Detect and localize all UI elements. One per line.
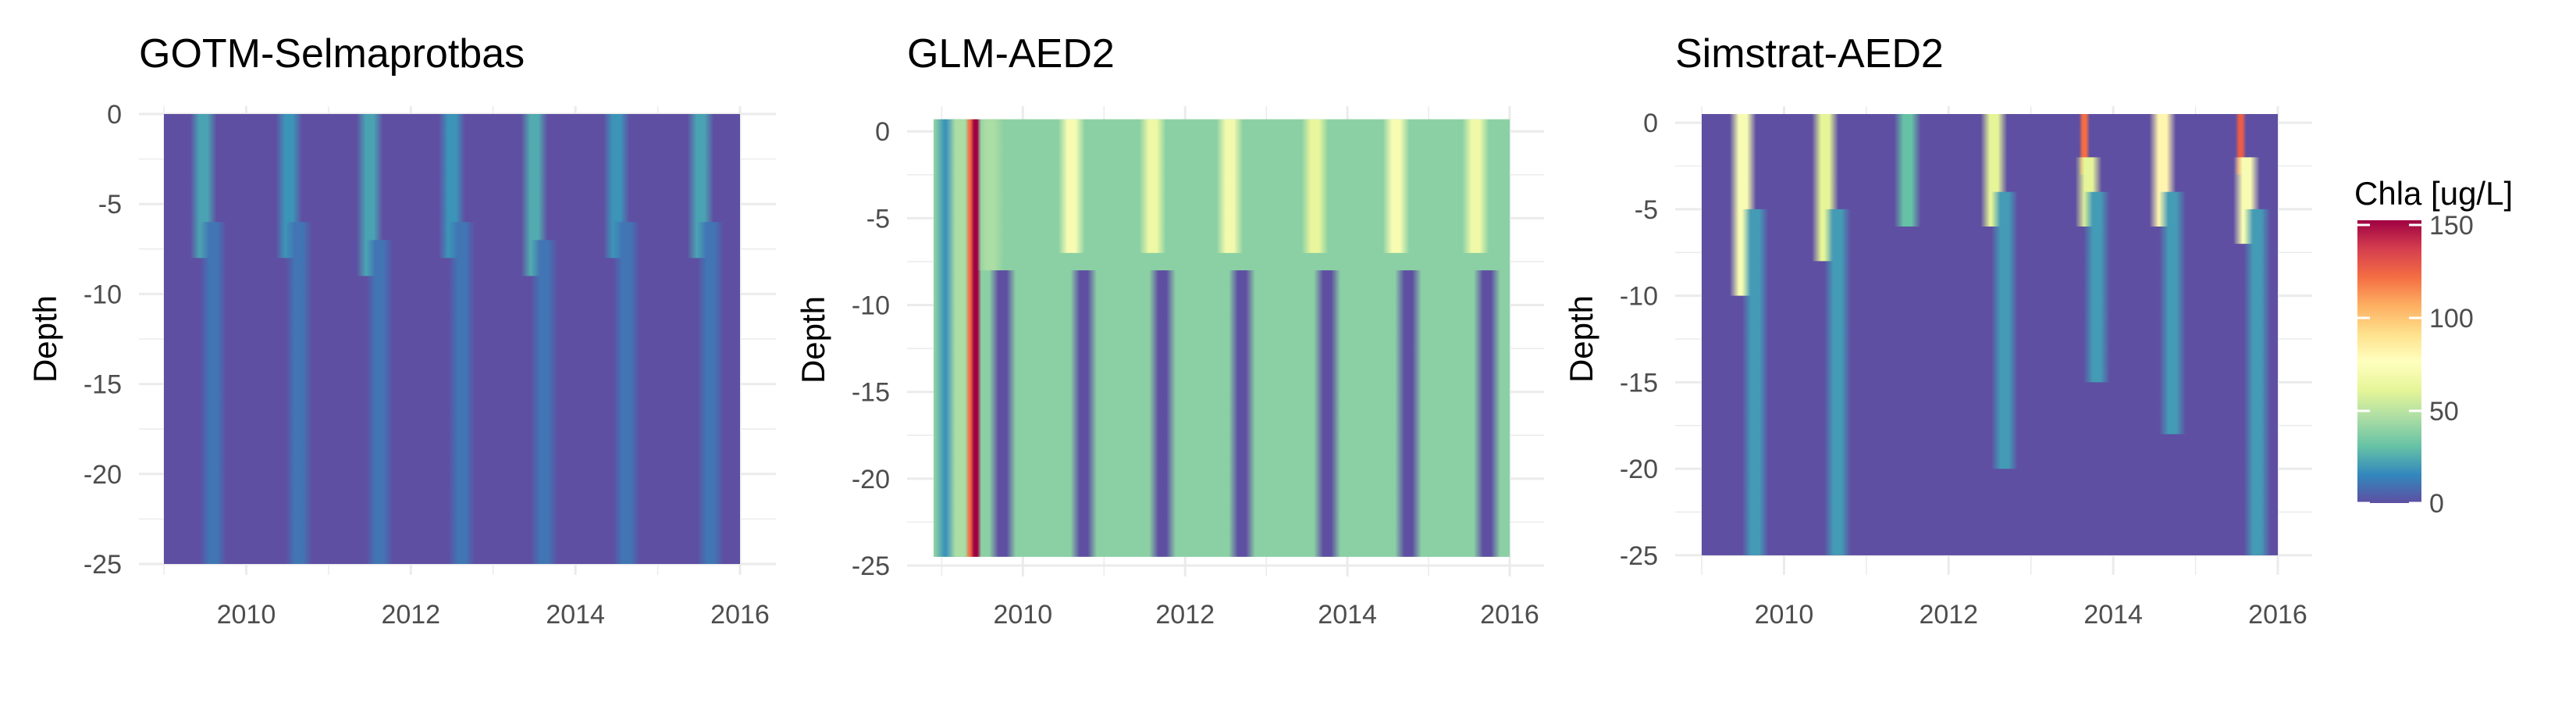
heatmap-columns <box>190 114 724 564</box>
heatmap-columns <box>1729 114 2271 555</box>
heatmap-cell <box>1301 119 1329 253</box>
y-tick-label: -10 <box>84 280 122 309</box>
heatmap-cell <box>1382 119 1410 253</box>
panel-title: Simstrat-AED2 <box>1675 31 1944 77</box>
heatmap <box>934 119 1510 557</box>
x-tick-label: 2014 <box>1318 600 1377 630</box>
x-tick-label: 2010 <box>994 600 1053 630</box>
y-tick-label: -20 <box>84 460 122 490</box>
x-tick-label: 2010 <box>1755 600 1814 630</box>
heatmap-cell <box>2243 209 2271 555</box>
x-tick-label: 2014 <box>2083 600 2143 630</box>
legend-label-50: 50 <box>2429 397 2459 426</box>
heatmap-cell <box>2083 191 2111 383</box>
heatmap-cell <box>1473 270 1500 557</box>
y-tick-label: 0 <box>875 117 890 147</box>
x-tick-label: 2012 <box>1155 600 1215 630</box>
heatmap-cell <box>200 222 227 564</box>
legend: Chla [ug/L] 150 100 50 0 <box>2354 175 2513 519</box>
heatmap-cell <box>1742 209 1769 555</box>
legend-title: Chla [ug/L] <box>2354 175 2513 212</box>
y-tick-label: -5 <box>866 204 890 234</box>
heatmap-cell <box>1894 114 1921 227</box>
y-tick-label: -25 <box>1620 541 1658 571</box>
panel-2: GLM-AED2 0 -5 -10 -15 -20 -25 2010 2012 2014 2016 D… <box>795 31 1544 630</box>
heatmap-cell <box>448 222 475 564</box>
heatmap <box>164 114 740 564</box>
heatmap-cell <box>1462 119 1489 253</box>
y-tick-label: -20 <box>1620 455 1658 484</box>
heatmap-cell <box>977 119 1004 271</box>
heatmap-cell <box>1139 119 1166 253</box>
heatmap-cell <box>531 240 558 564</box>
x-tick-label: 2016 <box>1480 600 1539 630</box>
heatmap-columns <box>934 119 1500 557</box>
y-axis-label: Depth <box>795 296 831 384</box>
heatmap-cell <box>1216 119 1244 253</box>
y-tick-label: -10 <box>1620 282 1658 312</box>
y-axis-label: Depth <box>27 295 63 383</box>
panel-1: GOTM-Selmaprotbas 0 -5 -10 -15 -20 -25 2010 2012… <box>27 31 776 630</box>
heatmap-cell <box>366 240 393 564</box>
y-tick-label: -15 <box>84 370 122 400</box>
y-tick-label: 0 <box>107 100 122 130</box>
y-tick-label: -10 <box>852 291 890 321</box>
heatmap-cell <box>1070 270 1098 557</box>
y-tick-label: -15 <box>1620 368 1658 398</box>
panel-title: GOTM-Selmaprotbas <box>139 31 525 77</box>
x-tick-label: 2012 <box>1919 600 1978 630</box>
y-tick-label: -20 <box>852 465 890 494</box>
heatmap-cell <box>697 222 724 564</box>
panel-title: GLM-AED2 <box>907 31 1115 77</box>
heatmap-cell <box>2159 191 2186 434</box>
y-axis-label: Depth <box>1563 295 1599 383</box>
heatmap-cell <box>989 270 1016 557</box>
heatmap <box>1702 114 2278 555</box>
heatmap-cell <box>613 222 640 564</box>
x-tick-label: 2016 <box>710 600 770 630</box>
heatmap-cell <box>285 222 312 564</box>
y-tick-label: -5 <box>98 190 122 219</box>
legend-colorbar <box>2357 220 2421 503</box>
x-tick-label: 2010 <box>217 600 276 630</box>
heatmap-cell <box>1991 191 2018 469</box>
y-tick-label: -25 <box>84 550 122 580</box>
x-tick-label: 2016 <box>2248 600 2307 630</box>
legend-label-150: 150 <box>2429 211 2474 241</box>
legend-label-100: 100 <box>2429 304 2474 334</box>
heatmap-cell <box>1823 209 1851 555</box>
heatmap-cell <box>1228 270 1255 557</box>
heatmap-cell <box>1314 270 1341 557</box>
heatmap-cell <box>1058 119 1085 253</box>
legend-label-0: 0 <box>2429 489 2444 519</box>
heatmap-cell <box>1149 270 1176 557</box>
y-tick-label: -15 <box>852 378 890 408</box>
x-tick-label: 2012 <box>381 600 440 630</box>
heatmap-cell <box>1395 270 1422 557</box>
panel-3: Simstrat-AED2 0 -5 -10 -15 -20 -25 2010 2012 2014… <box>1563 31 2312 630</box>
x-tick-label: 2014 <box>546 600 605 630</box>
y-tick-label: -25 <box>852 551 890 581</box>
y-tick-label: 0 <box>1643 109 1658 138</box>
y-tick-label: -5 <box>1635 195 1658 225</box>
